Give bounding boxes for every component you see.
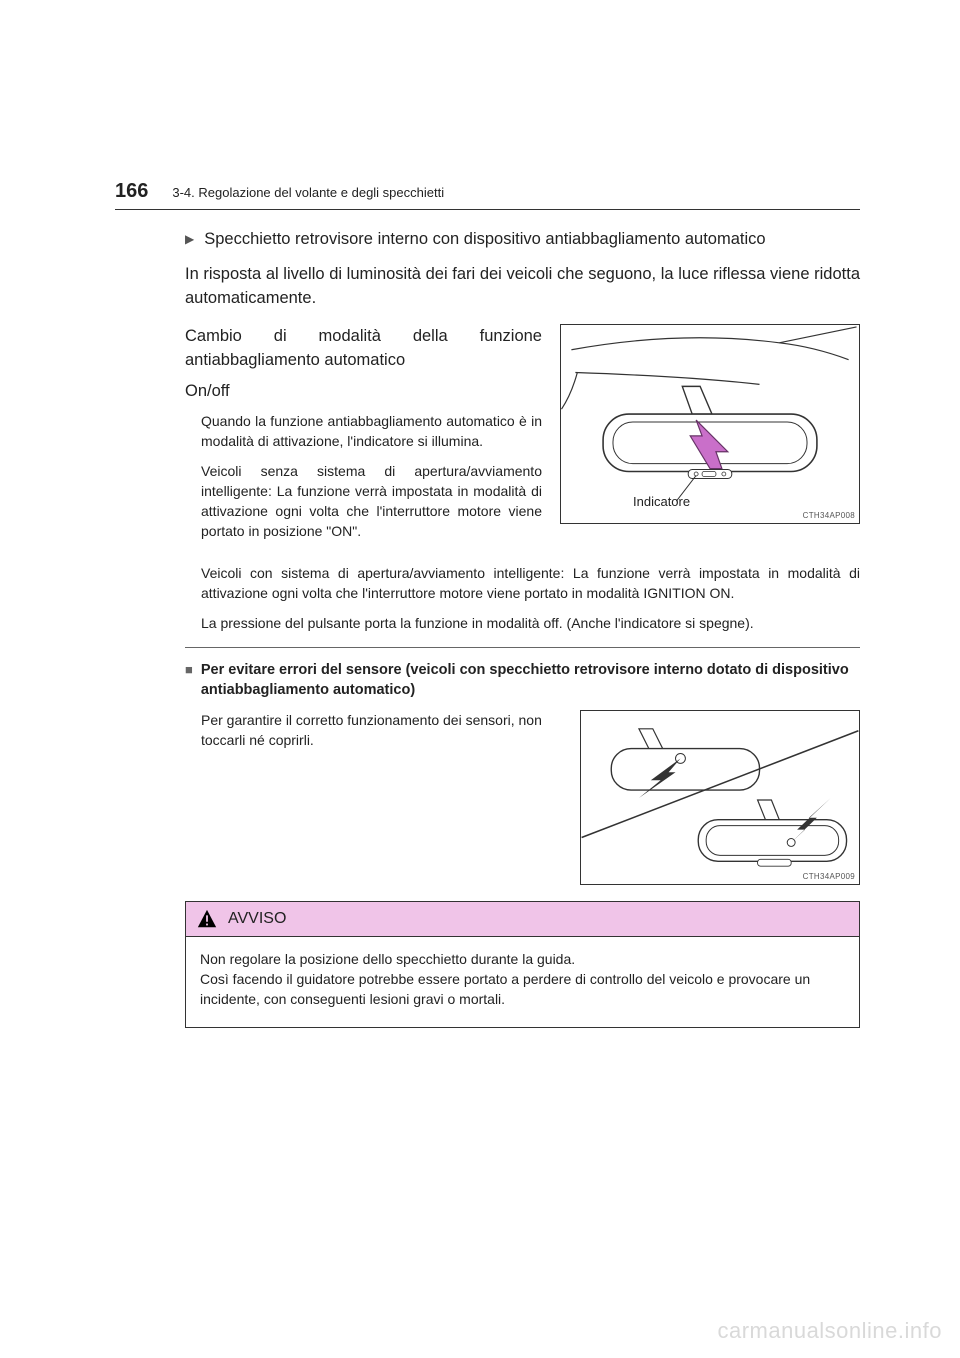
divider xyxy=(185,647,860,648)
figure-1-code: CTH34AP008 xyxy=(803,511,855,520)
warning-icon xyxy=(196,908,218,930)
figure-1: Indicatore CTH34AP008 xyxy=(560,324,860,524)
section-label: 3-4. Regolazione del volante e degli spe… xyxy=(172,185,444,200)
figure-1-label: Indicatore xyxy=(633,494,690,509)
small-para-2: Veicoli senza sistema di apertura/avviam… xyxy=(185,461,542,541)
onoff-label: On/off xyxy=(185,382,542,401)
small-para-1: Quando la funzione antiabbagliamento aut… xyxy=(185,411,542,451)
notice-line-1: Non regolare la posizione dello specchie… xyxy=(200,949,845,969)
notice-box: AVVISO Non regolare la posizione dello s… xyxy=(185,901,860,1028)
square-icon: ■ xyxy=(185,660,193,680)
figure-2-code: CTH34AP009 xyxy=(803,872,855,881)
watermark: carmanualsonline.info xyxy=(717,1318,942,1344)
function-title: Cambio di modalità della funzione antiab… xyxy=(185,324,542,372)
intro-paragraph: In risposta al livello di luminosità dei… xyxy=(185,262,860,310)
bullet-icon: ▶ xyxy=(185,228,194,250)
notice-title: AVVISO xyxy=(228,910,286,928)
after-para-2: La pressione del pulsante porta la funzi… xyxy=(201,613,860,633)
notice-line-2: Così facendo il guidatore potrebbe esser… xyxy=(200,969,845,1009)
notice-header: AVVISO xyxy=(186,902,859,937)
after-para-1: Veicoli con sistema di apertura/avviamen… xyxy=(201,563,860,603)
sensor-text: Per garantire il corretto funzionamento … xyxy=(201,710,562,885)
header-rule xyxy=(115,209,860,210)
page-number: 166 xyxy=(115,180,148,203)
bullet-text: Specchietto retrovisore interno con disp… xyxy=(204,228,765,250)
sub-heading: Per evitare errori del sensore (veicoli … xyxy=(201,660,860,700)
figure-2: CTH34AP009 xyxy=(580,710,860,885)
